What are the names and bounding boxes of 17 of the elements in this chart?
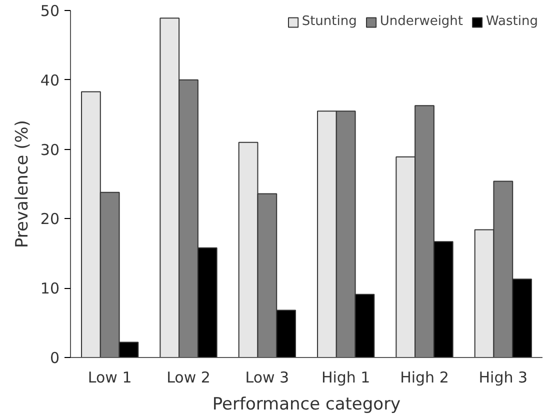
x-axis-title: Performance category (212, 394, 401, 414)
x-tick-label: Low 3 (245, 368, 290, 386)
y-tick-label: 0 (50, 349, 60, 367)
x-tick-label: High 3 (478, 368, 528, 386)
y-tick-label: 50 (40, 2, 60, 20)
legend-label: Stunting (302, 14, 357, 29)
y-tick-label: 40 (40, 71, 60, 90)
legend-label: Underweight (380, 14, 464, 29)
x-tick-label: Low 2 (166, 368, 210, 386)
x-tick-label: High 1 (321, 368, 370, 386)
legend-label: Wasting (486, 14, 538, 29)
x-tick-label: High 2 (400, 368, 449, 386)
y-tick-label: 30 (40, 140, 60, 159)
y-tick-label: 20 (40, 210, 60, 228)
y-axis-title: Prevalence (%) (12, 120, 32, 248)
y-tick-label: 10 (40, 280, 60, 298)
x-tick-label: Low 1 (88, 368, 132, 386)
